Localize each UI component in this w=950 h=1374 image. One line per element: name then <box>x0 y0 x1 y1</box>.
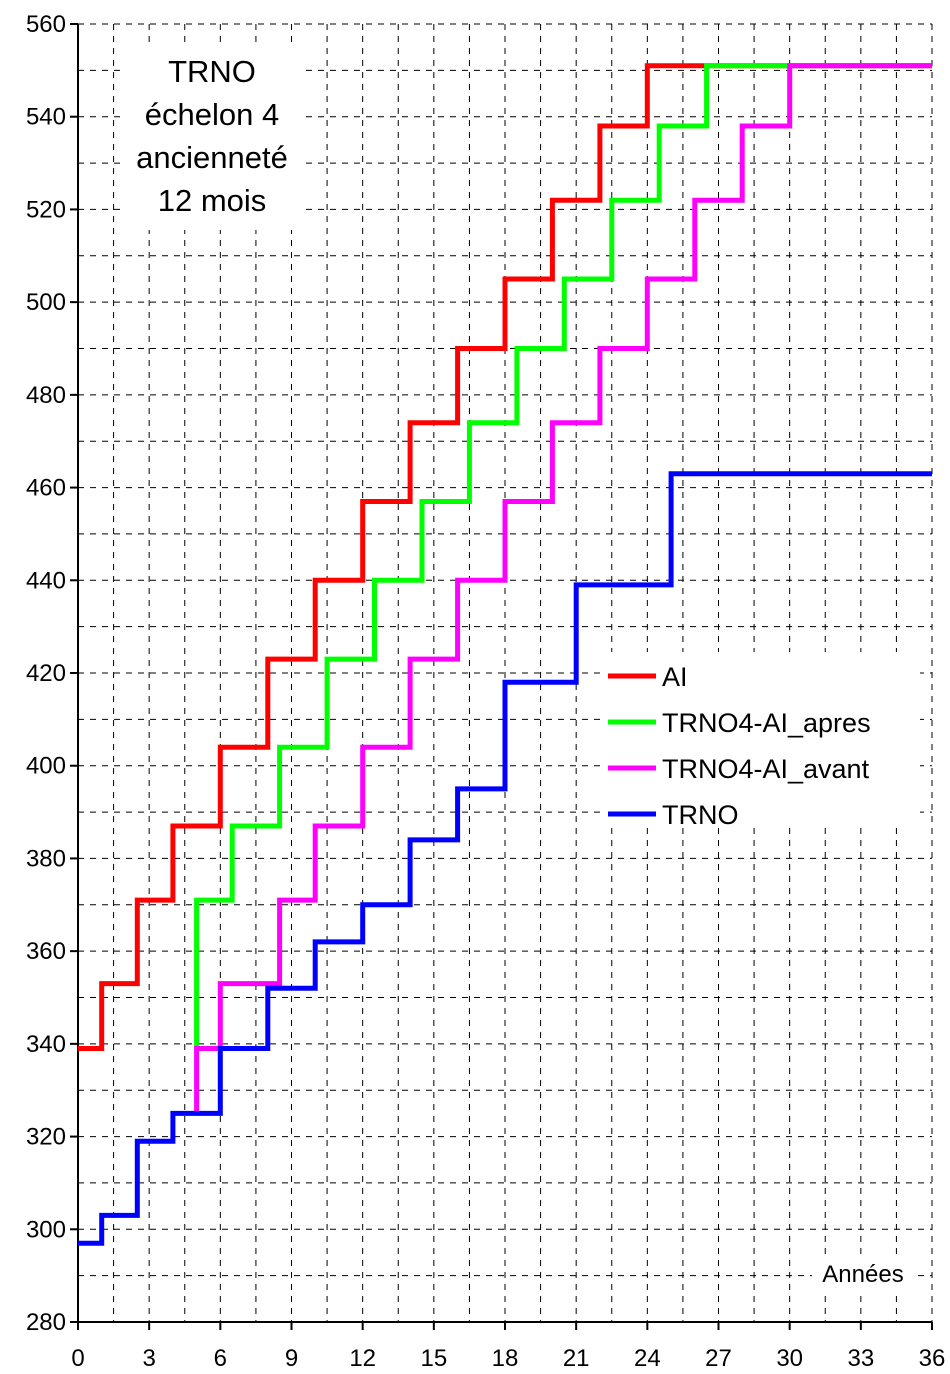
y-tick-label: 520 <box>26 196 66 223</box>
x-tick-label: 27 <box>705 1345 732 1372</box>
x-tick-label: 30 <box>776 1345 803 1372</box>
y-tick-label: 560 <box>26 11 66 38</box>
legend-label-trno4-ai-apres: TRNO4-AI_apres <box>662 708 871 738</box>
y-tick-label: 300 <box>26 1216 66 1243</box>
series-line-ai <box>78 63 932 1051</box>
series-line-trno <box>78 471 932 1246</box>
y-tick-label: 500 <box>26 289 66 316</box>
legend-background <box>604 652 920 828</box>
series-lines <box>78 63 932 1246</box>
title-line-3: ancienneté <box>136 140 288 175</box>
y-tick-label: 400 <box>26 753 66 780</box>
y-tick-label: 480 <box>26 382 66 409</box>
x-tick-label: 0 <box>71 1345 84 1372</box>
x-tick-label: 12 <box>349 1345 376 1372</box>
title-line-1: TRNO <box>168 54 256 89</box>
title-box: TRNO échelon 4 ancienneté 12 mois <box>120 44 306 230</box>
axes <box>70 23 933 1330</box>
y-tick-label: 380 <box>26 845 66 872</box>
y-tick-label: 440 <box>26 567 66 594</box>
x-tick-label: 15 <box>420 1345 447 1372</box>
x-tick-label: 3 <box>142 1345 155 1372</box>
legend-label-ai: AI <box>662 662 688 692</box>
title-background <box>120 44 306 230</box>
y-tick-label: 320 <box>26 1124 66 1151</box>
x-axis-title-box: Années <box>812 1256 914 1290</box>
y-tick-label: 460 <box>26 475 66 502</box>
x-axis-title: Années <box>822 1261 903 1288</box>
x-tick-label: 36 <box>919 1345 946 1372</box>
x-axis-title-background <box>812 1256 914 1290</box>
series-line-trno4-ai-avant <box>194 63 932 1114</box>
x-tick-label: 6 <box>214 1345 227 1372</box>
y-tick-label: 420 <box>26 660 66 687</box>
legend: AI TRNO4-AI_apres TRNO4-AI_avant TRNO <box>604 652 920 830</box>
x-tick-label: 21 <box>563 1345 590 1372</box>
y-tick-label: 280 <box>26 1309 66 1336</box>
x-tick-label: 9 <box>285 1345 298 1372</box>
x-tick-label: 18 <box>492 1345 519 1372</box>
x-tick-label: 24 <box>634 1345 661 1372</box>
title-line-4: 12 mois <box>158 183 267 218</box>
series-line-trno4-ai-apres <box>194 63 932 1049</box>
y-tick-label: 360 <box>26 938 66 965</box>
x-tick-label: 33 <box>847 1345 874 1372</box>
tick-labels: 2803003203403603804004204404604805005205… <box>26 11 945 1372</box>
legend-label-trno4-ai-avant: TRNO4-AI_avant <box>662 754 870 784</box>
title-line-2: échelon 4 <box>145 97 279 132</box>
y-tick-label: 540 <box>26 104 66 131</box>
legend-label-trno: TRNO <box>662 800 739 830</box>
y-tick-label: 340 <box>26 1031 66 1058</box>
